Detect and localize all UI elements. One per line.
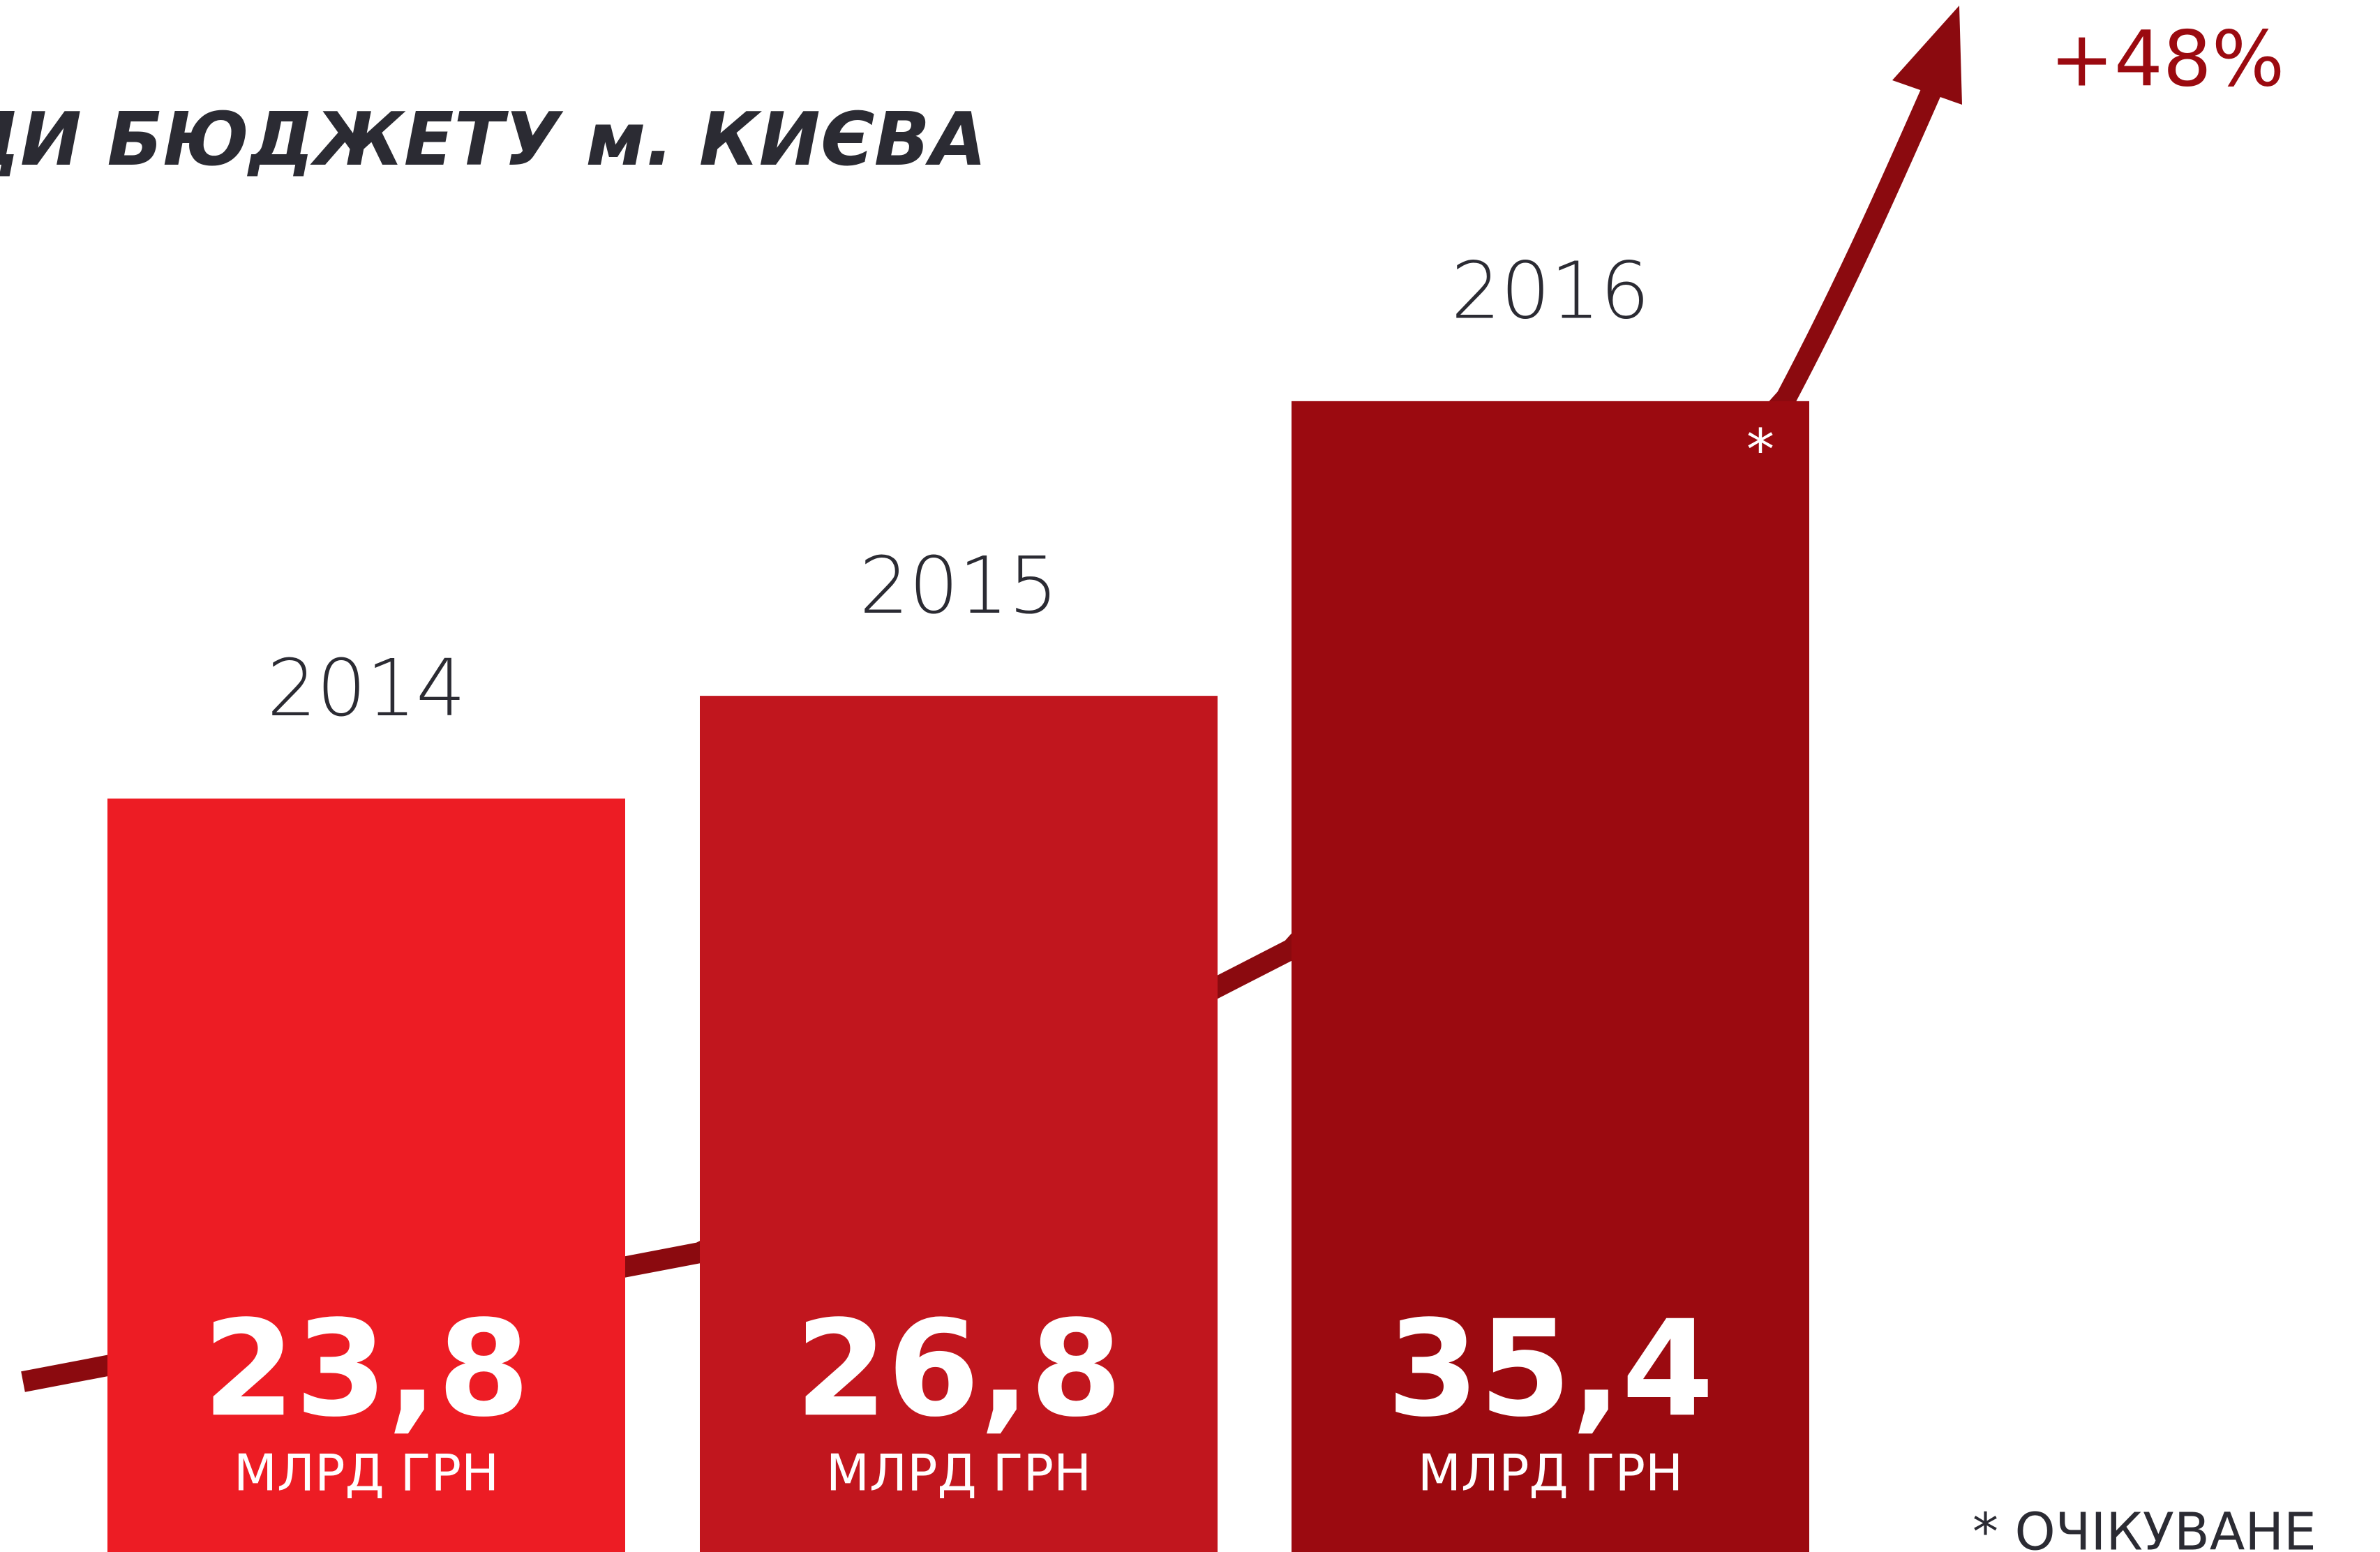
growth-label: +48% (2050, 14, 2285, 103)
category-label: 2014 (267, 643, 465, 734)
estimate-mark: * (1746, 417, 1774, 482)
value-label: 23,8 (203, 1292, 530, 1446)
unit-label: МЛРД ГРН (1418, 1444, 1683, 1502)
unit-label: МЛРД ГРН (234, 1444, 499, 1502)
unit-label: МЛРД ГРН (826, 1444, 1091, 1502)
arrow-head (1892, 6, 1962, 105)
bar (700, 696, 1218, 1552)
value-label: 35,4 (1387, 1292, 1714, 1446)
chart-title: ОДИ БЮДЖЕТУ м. КИЄВА (0, 97, 987, 182)
trend-arrow (21, 75, 1946, 1392)
bar (1292, 401, 1809, 1552)
bar (107, 798, 625, 1552)
value-label: 26,8 (795, 1292, 1123, 1446)
category-label: 2016 (1451, 246, 1649, 337)
category-label: 2015 (859, 541, 1058, 632)
footnote: * ОЧІКУВАНЕ (1973, 1502, 2317, 1552)
bars (107, 401, 1809, 1552)
